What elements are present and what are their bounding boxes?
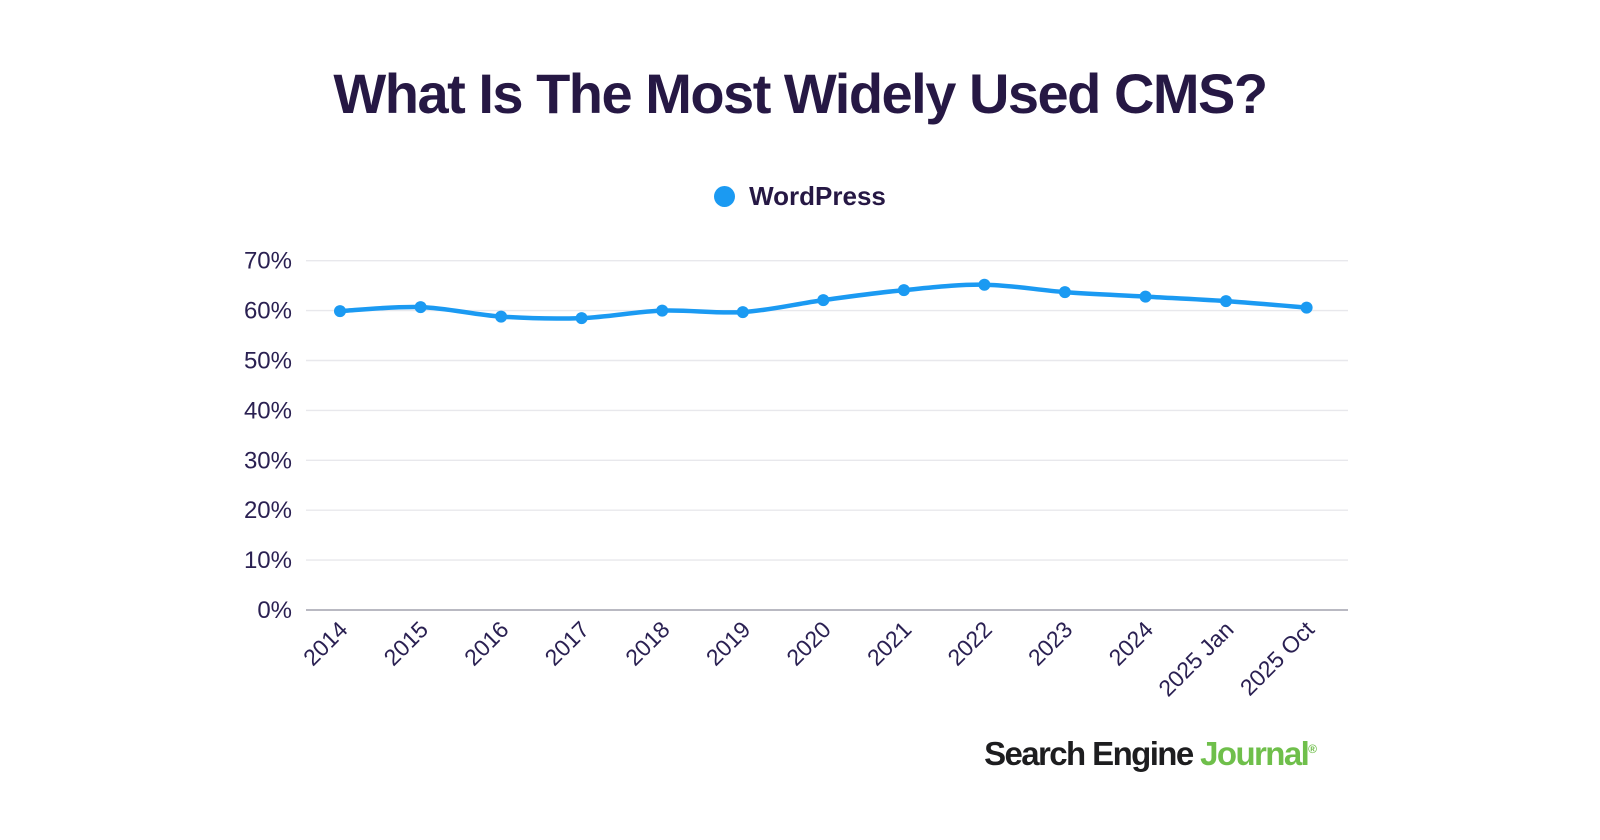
data-point-2017 [575, 312, 588, 325]
data-point-2025-jan [1220, 295, 1232, 308]
data-point-2016 [495, 310, 508, 323]
data-point-2021 [897, 284, 910, 297]
data-point-2020 [817, 294, 830, 307]
page-title: What Is The Most Widely Used CMS? [333, 62, 1268, 125]
x-tick-label-2024: 2024 [1103, 616, 1158, 671]
x-tick-label-2019: 2019 [701, 616, 756, 671]
chart-legend: WordPress [0, 181, 1600, 212]
registered-trademark-symbol: ® [1308, 742, 1317, 756]
x-tick-label-2017: 2017 [540, 616, 595, 671]
brand-secondary-text: Journal [1200, 735, 1310, 772]
x-tick-label-2025-jan: 2025 Jan [1153, 616, 1238, 700]
data-point-2025-oct [1300, 301, 1313, 314]
x-tick-label-2014: 2014 [298, 616, 353, 671]
brand-logo: Search Engine Journal® [984, 735, 1317, 773]
line-chart-svg: 0% 10% 20% 30% 40% 50% 60% 70% 2014 2015 2016 2017 2… [244, 248, 1348, 701]
y-tick-label-70%: 70% [244, 248, 292, 275]
data-point-2019 [736, 306, 749, 319]
data-point-2023 [1058, 286, 1071, 299]
x-tick-label-2018: 2018 [620, 616, 675, 671]
data-point-2024 [1139, 290, 1152, 303]
data-point-2014 [334, 305, 346, 318]
line-chart: 0% 10% 20% 30% 40% 50% 60% 70% 2014 2015 2016 2017 2… [235, 235, 1360, 701]
data-point-2018 [656, 304, 669, 317]
x-tick-label-2022: 2022 [942, 616, 997, 671]
data-point-2022 [978, 278, 991, 291]
x-tick-label-2021: 2021 [862, 616, 917, 671]
x-tick-label-2020: 2020 [781, 616, 836, 671]
y-tick-label-50%: 50% [244, 348, 292, 375]
data-point-2015 [414, 301, 427, 314]
y-tick-label-10%: 10% [244, 547, 292, 574]
y-tick-label-0%: 0% [257, 597, 292, 624]
legend-dot-icon [714, 186, 736, 207]
x-tick-label-2023: 2023 [1023, 616, 1078, 671]
y-tick-label-60%: 60% [244, 298, 292, 325]
y-tick-label-40%: 40% [244, 397, 292, 424]
brand-primary-text: Search Engine [984, 735, 1194, 772]
x-tick-label-2015: 2015 [379, 616, 434, 671]
x-tick-label-2016: 2016 [459, 616, 514, 671]
y-tick-label-20%: 20% [244, 497, 292, 524]
y-tick-label-30%: 30% [244, 447, 292, 474]
legend-label: WordPress [749, 181, 886, 211]
x-tick-label-2025-oct: 2025 Oct [1235, 616, 1320, 700]
